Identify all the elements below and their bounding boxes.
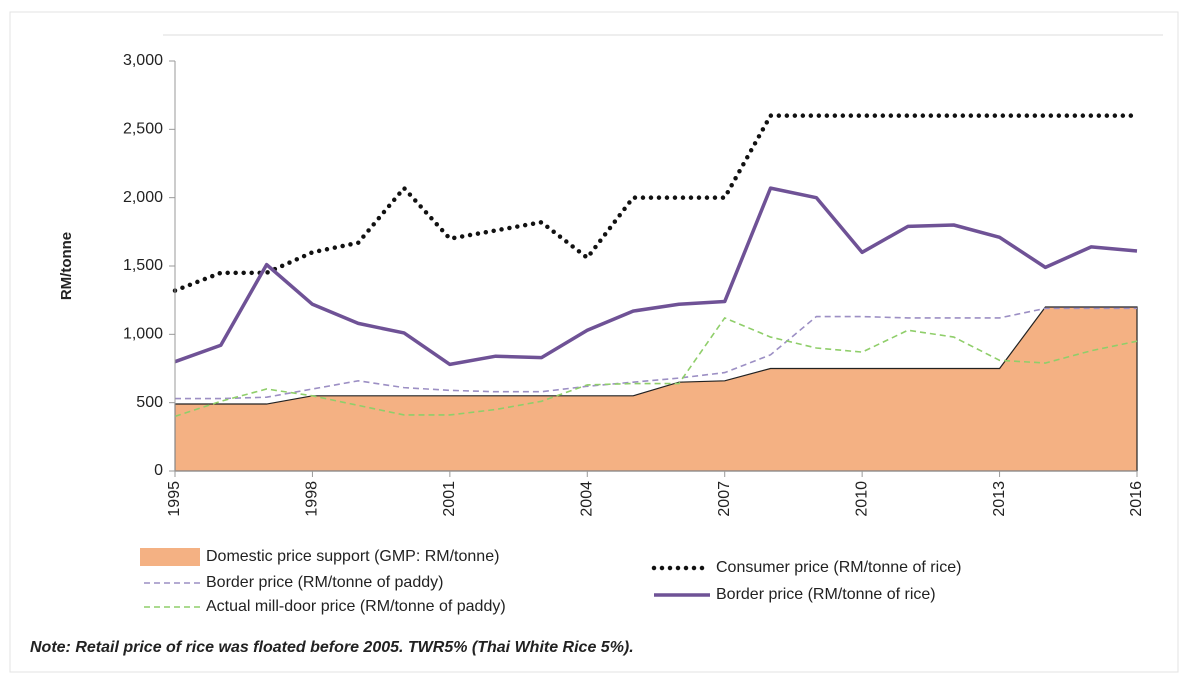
legend-label: Actual mill-door price (RM/tonne of padd…: [206, 598, 506, 615]
line: [172, 113, 1140, 293]
x-tick-label: 2013: [991, 481, 1008, 517]
legend-swatch: [140, 548, 200, 566]
y-tick-label: 2,000: [123, 189, 163, 206]
legend-label: Consumer price (RM/tonne of rice): [716, 559, 961, 576]
y-tick-label: 1,500: [123, 257, 163, 274]
legend-label: Border price (RM/tonne of rice): [716, 586, 936, 603]
line: [175, 307, 1137, 400]
legend-label: Domestic price support (GMP: RM/tonne): [206, 548, 499, 565]
x-tick-label: 2004: [579, 481, 596, 517]
x-tick-label: 2007: [716, 481, 733, 517]
note: Note: Retail price of rice was floated b…: [30, 639, 634, 656]
y-axis-label: RM/tonne: [58, 232, 75, 300]
area: [174, 306, 1138, 472]
x-tick-label: 1995: [166, 481, 183, 517]
y-tick-label: 0: [154, 462, 163, 479]
panel-border: [9, 11, 1179, 673]
line: [174, 316, 1138, 418]
y-tick-label: 500: [136, 394, 163, 411]
y-tick-label: 2,500: [123, 121, 163, 138]
line: [174, 186, 1138, 367]
x-tick-label: 2010: [853, 481, 870, 517]
y-tick-label: 1,000: [123, 326, 163, 343]
x-tick-label: 1998: [304, 481, 321, 517]
legend-label: Border price (RM/tonne of paddy): [206, 574, 443, 591]
x-tick-label: 2001: [441, 481, 458, 517]
x-tick-label: 2016: [1128, 481, 1145, 517]
y-tick-label: 3,000: [123, 52, 163, 69]
legend: Domestic price support (GMP: RM/tonne) Bo…: [140, 548, 961, 615]
